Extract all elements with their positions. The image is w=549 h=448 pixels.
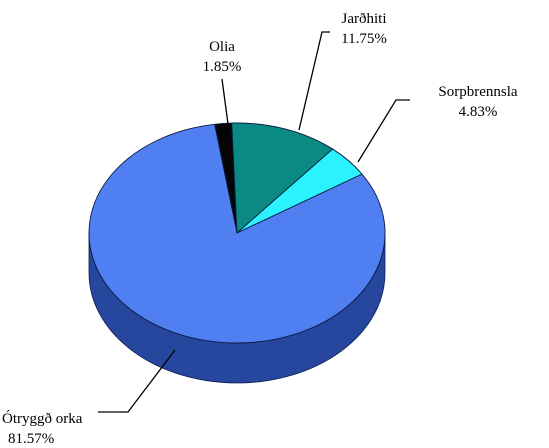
label-sorp-pct: 4.83% — [459, 104, 498, 120]
label-sorp-name: Sorpbrennsla — [438, 84, 517, 100]
label-olia-pct: 1.85% — [203, 59, 242, 75]
label-jardhiti-pct: 11.75% — [341, 31, 387, 47]
label-jardhiti-name: Jarðhiti — [342, 11, 387, 27]
pie-slices — [88, 122, 386, 344]
label-leader-lines — [98, 31, 410, 413]
label-otrygg-pct: 81.57% — [8, 431, 54, 447]
pie-slice-jar-hiti — [231, 122, 334, 234]
slice-labels: Ótryggð orka 81.57% Olia 1.85% Jarðhiti … — [2, 11, 518, 447]
pie-slice-o-trygg-orka — [88, 123, 386, 344]
leader-line-olia — [221, 78, 229, 125]
leader-line-otrygg — [98, 349, 176, 413]
leader-line-jardhiti — [298, 31, 330, 131]
leader-line-sorp — [357, 99, 410, 163]
label-otrygg-name: Ótryggð orka — [2, 410, 83, 427]
label-olia-name: Olia — [209, 39, 235, 55]
